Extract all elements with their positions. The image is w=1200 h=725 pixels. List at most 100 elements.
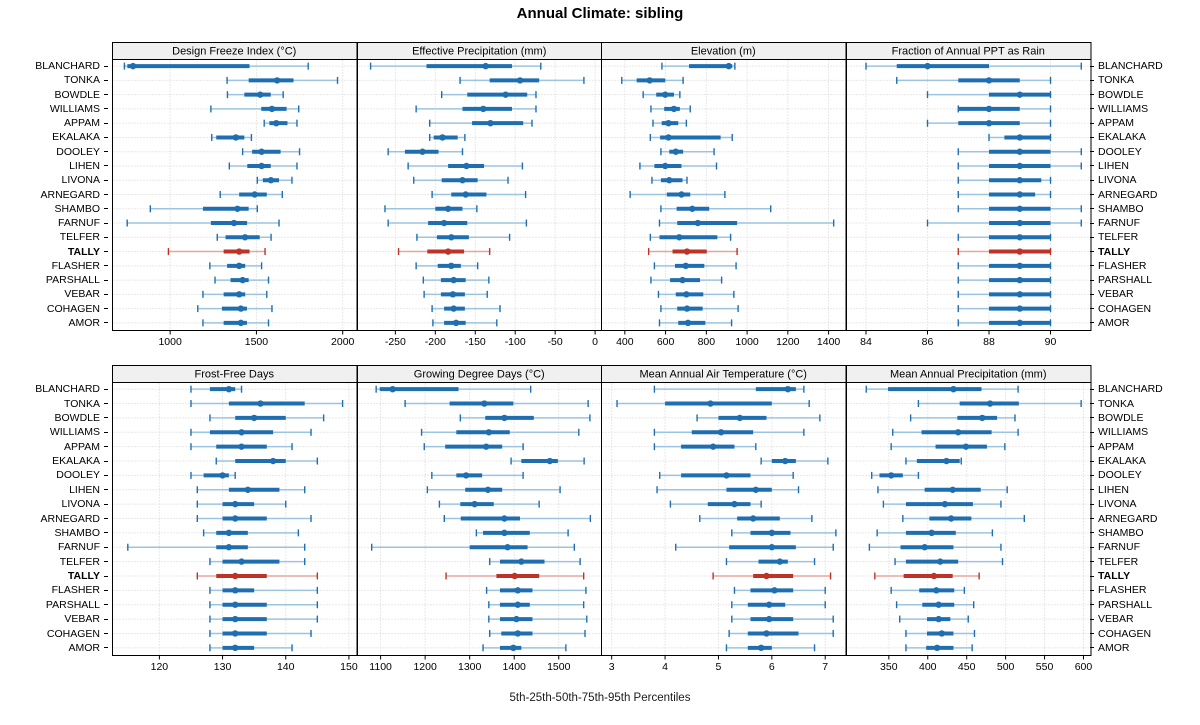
station-label-dooley: DOOLEY	[0, 468, 108, 482]
interval-row-blanchard	[865, 385, 1019, 393]
station-label-flasher: FLASHER	[1090, 259, 1200, 273]
station-name: SHAMBO	[54, 526, 100, 539]
median-dot	[1016, 262, 1023, 270]
interval-row-lihen	[957, 162, 1082, 170]
interval-row-ekalaka	[509, 457, 585, 465]
station-tick	[1090, 79, 1094, 81]
median-dot	[763, 572, 770, 580]
station-label-ekalaka: EKALAKA	[0, 454, 108, 468]
median-dot	[546, 457, 553, 465]
station-tick	[1090, 322, 1094, 324]
median-dot	[517, 558, 525, 565]
interval-row-farnuf	[386, 219, 527, 227]
station-tick	[1090, 518, 1094, 520]
x-tick-label: 120	[151, 661, 169, 673]
median-dot	[231, 500, 239, 508]
interval-row-tally	[647, 248, 738, 256]
station-name: PARSHALL	[45, 274, 100, 287]
median-dot	[484, 486, 491, 493]
median-dot	[231, 601, 239, 608]
median-dot	[689, 205, 696, 212]
station-label-blanchard: BLANCHARD	[1090, 382, 1200, 396]
station-tick	[1090, 122, 1094, 124]
interval-row-blanchard	[190, 385, 243, 393]
station-tick	[1090, 236, 1094, 238]
station-tick	[1090, 532, 1094, 534]
station-name: DOOLEY	[1098, 145, 1142, 158]
median-dot	[1016, 134, 1023, 141]
interval-row-parshall	[214, 276, 270, 284]
station-tick	[104, 417, 108, 419]
station-label-lihen: LIHEN	[0, 159, 108, 173]
station-label-blanchard: BLANCHARD	[0, 59, 108, 73]
interval-row-vebar	[487, 615, 588, 623]
interval-row-flasher	[485, 586, 587, 594]
station-name: BOWDLE	[54, 411, 100, 424]
median-dot	[763, 630, 770, 637]
x-tick-label: 1500	[547, 661, 571, 673]
station-name: AMOR	[1098, 641, 1130, 654]
median-dot	[500, 515, 508, 522]
station-tick	[1090, 279, 1094, 281]
interval-row-bowdle	[209, 414, 325, 422]
interval-row-arnegard	[699, 515, 813, 522]
interval-row-cohagen	[728, 629, 834, 637]
median-dot	[444, 248, 451, 255]
x-tick-label: 86	[921, 336, 933, 348]
station-name: TELFER	[59, 555, 100, 568]
panel-growing-degree-days-c: Growing Degree Days (°C) 1100 1200 1300 1400…	[356, 365, 602, 673]
median-dot	[231, 630, 239, 637]
station-name: TELFER	[1098, 231, 1139, 244]
station-tick	[1090, 489, 1094, 491]
median-dot	[665, 134, 672, 141]
median-dot	[268, 105, 276, 113]
station-label-livona: LIVONA	[1090, 173, 1200, 187]
median-dot	[723, 472, 730, 479]
median-dot	[516, 77, 523, 84]
interval-row-dooley	[386, 148, 463, 156]
median-dot	[887, 472, 894, 479]
median-dot	[679, 276, 686, 284]
median-dot	[1016, 291, 1023, 298]
median-dot	[1016, 162, 1023, 170]
panel-elevation-m: Elevation (m) 400 600 800 1000 1200 1400	[601, 42, 847, 348]
median-dot	[462, 162, 470, 170]
station-label-parshall: PARSHALL	[1090, 598, 1200, 612]
median-dot	[765, 615, 773, 623]
panel-effective-precipitation-mm: Effective Precipitation (mm) -250 -200 -150…	[356, 42, 602, 348]
station-tick	[104, 589, 108, 591]
median-dot	[923, 62, 931, 70]
interval-row-appam	[423, 443, 524, 451]
station-tick	[1090, 474, 1094, 476]
median-dot	[932, 587, 940, 594]
station-label-shambo: SHAMBO	[0, 526, 108, 540]
median-dot	[447, 262, 454, 270]
median-dot	[244, 486, 252, 493]
station-tick	[104, 79, 108, 81]
x-tick-label: 2000	[331, 336, 355, 348]
station-label-ekalaka: EKALAKA	[0, 130, 108, 144]
interval-row-livona	[651, 176, 688, 184]
station-tick	[1090, 575, 1094, 577]
station-label-livona: LIVONA	[0, 497, 108, 511]
station-label-williams: WILLIAMS	[0, 425, 108, 439]
station-labels-left-row1: BLANCHARD TONKA BOWDLE WILLIAMS APPAM EKALAKA…	[0, 59, 108, 330]
median-dot	[682, 262, 689, 270]
interval-row-shambo	[660, 205, 772, 213]
station-label-arnegard: ARNEGARD	[0, 511, 108, 525]
station-name: EKALAKA	[52, 131, 100, 144]
median-dot	[927, 529, 935, 537]
median-dot	[510, 572, 518, 580]
station-name: LIVONA	[1098, 498, 1137, 511]
station-label-appam: APPAM	[1090, 116, 1200, 130]
station-label-williams: WILLIAMS	[1090, 425, 1200, 439]
x-tick-label: 1400	[817, 336, 841, 348]
median-dot	[934, 615, 942, 623]
station-tick	[104, 474, 108, 476]
station-name: COHAGEN	[46, 302, 100, 315]
station-name: FLASHER	[51, 259, 100, 272]
median-dot	[942, 457, 950, 465]
x-tick-label: 1100	[369, 661, 392, 673]
station-name: SHAMBO	[1098, 526, 1144, 539]
station-label-amor: AMOR	[1090, 641, 1200, 655]
